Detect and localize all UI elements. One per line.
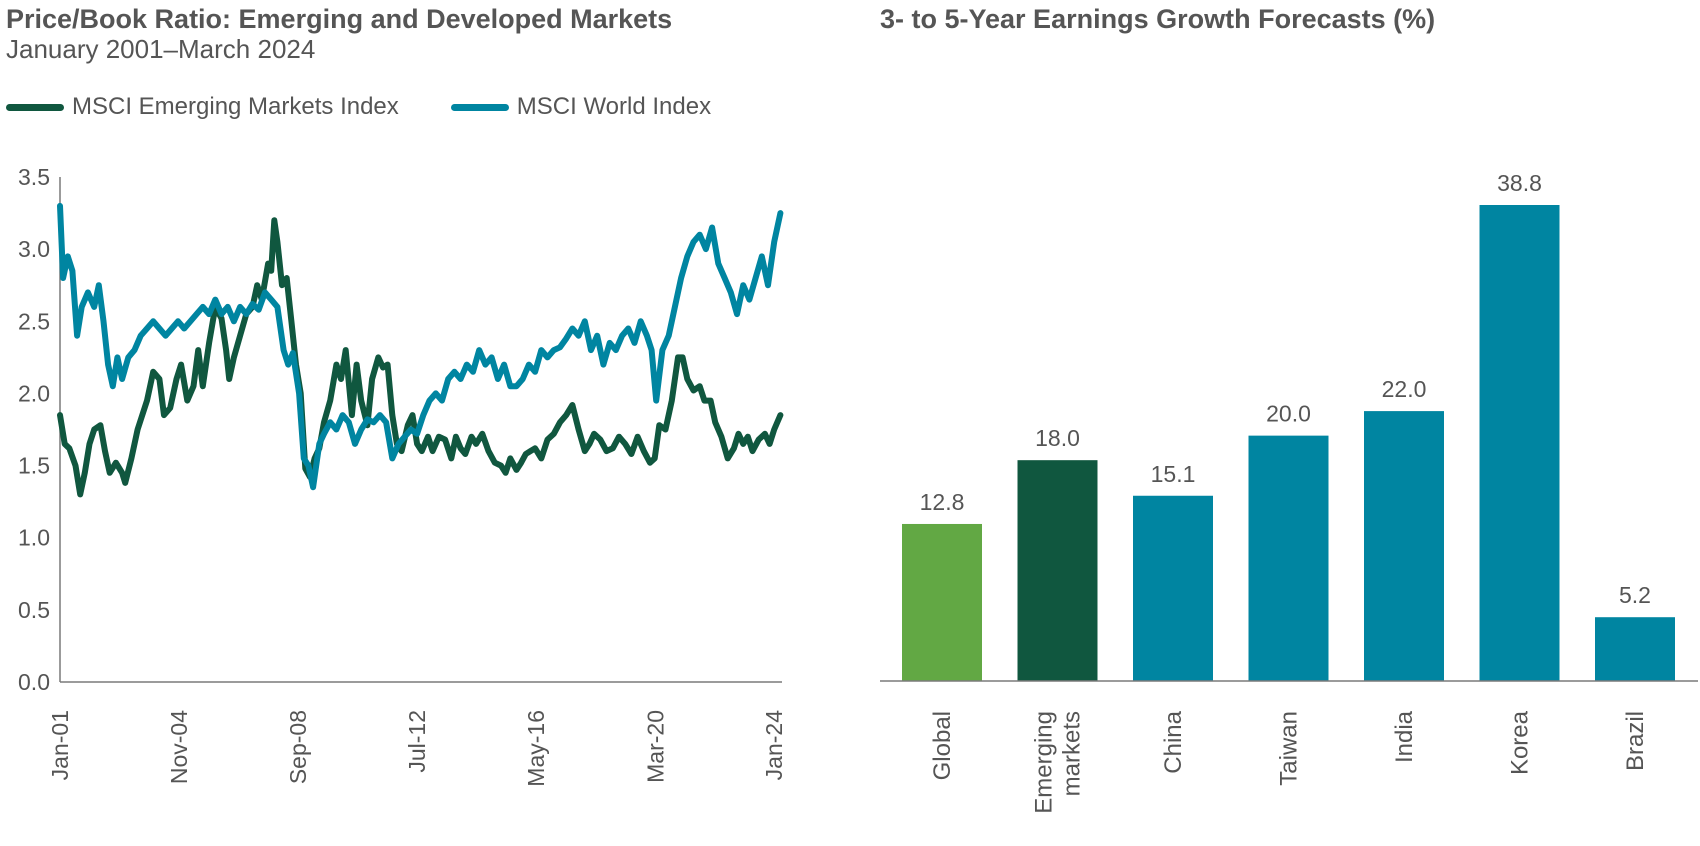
category-label: Brazil [1622,711,1649,771]
bar-value-label: 15.1 [1151,461,1196,487]
category-label-line: Korea [1507,710,1534,775]
x-tick-label: Sep-08 [285,710,311,784]
category-label-line: India [1391,710,1418,763]
legend-label-world: MSCI World Index [516,93,712,120]
y-tick-label: 0.0 [18,669,50,695]
category-label-line: markets [1059,711,1086,796]
x-tick-label: Jul-12 [404,710,430,773]
x-tick-label: May-16 [523,710,549,787]
legend-item-emerging: MSCI Emerging Markets Index [6,93,399,121]
category-label-line: China [1160,710,1187,773]
bar-taiwan [1248,435,1329,681]
x-tick-label: Jan-01 [47,710,73,780]
line-chart-title: Price/Book Ratio: Emerging and Developed… [6,4,673,34]
x-tick-label: Nov-04 [166,710,192,784]
line-chart: 0.0 0.5 1.0 1.5 2.0 2.5 3.0 3.5 Jan-01 Nov-04 Sep-… [18,164,787,787]
bar-value-label: 12.8 [920,489,965,515]
line-chart-legend: MSCI Emerging Markets Index MSCI World I… [6,92,711,122]
category-label-line: Brazil [1622,711,1649,771]
bar-value-label: 22.0 [1382,376,1427,402]
bar-india [1364,411,1444,681]
legend-item-world: MSCI World Index [450,93,712,121]
bar-china [1133,495,1213,681]
category-label-line: Global [929,711,956,780]
bar-value-label: 38.8 [1497,170,1542,196]
bar-chart: 12.8 Global 18.0 Emergingmarkets 15.1 China 20… [880,170,1698,814]
category-label-line: Emerging [1031,711,1058,814]
category-label: Emergingmarkets [1031,711,1086,814]
category-label: India [1391,710,1418,763]
series-line-world [57,202,784,491]
x-tick-label: Mar-20 [642,710,668,783]
x-tick-label: Jan-24 [761,710,787,781]
bar-value-label: 20.0 [1266,401,1311,427]
category-label: Global [929,711,956,780]
category-label: Taiwan [1276,711,1303,786]
bar-korea [1479,205,1560,681]
y-tick-label: 3.5 [18,164,50,190]
legend-swatch-emerging [6,103,64,111]
bar-value-label: 5.2 [1619,582,1651,608]
bar-value-label: 18.0 [1035,425,1080,451]
line-chart-subtitle: January 2001–March 2024 [6,34,316,64]
y-tick-label: 1.5 [18,453,50,479]
bar-brazil [1595,617,1675,681]
legend-label-emerging: MSCI Emerging Markets Index [72,93,399,120]
category-label: China [1160,710,1187,773]
legend-swatch-world [450,103,509,111]
series-line-emerging-markets [57,217,784,498]
bar-global [902,523,982,681]
y-tick-label: 2.5 [18,308,50,334]
category-label-line: Taiwan [1276,711,1303,786]
y-tick-label: 0.5 [18,597,50,623]
y-tick-label: 1.0 [18,525,50,551]
y-tick-label: 2.0 [18,380,50,406]
bar-emerging-markets [1017,460,1098,681]
y-tick-label: 3.0 [18,236,50,262]
bar-chart-title: 3- to 5-Year Earnings Growth Forecasts (… [880,4,1436,34]
category-label: Korea [1507,710,1534,775]
